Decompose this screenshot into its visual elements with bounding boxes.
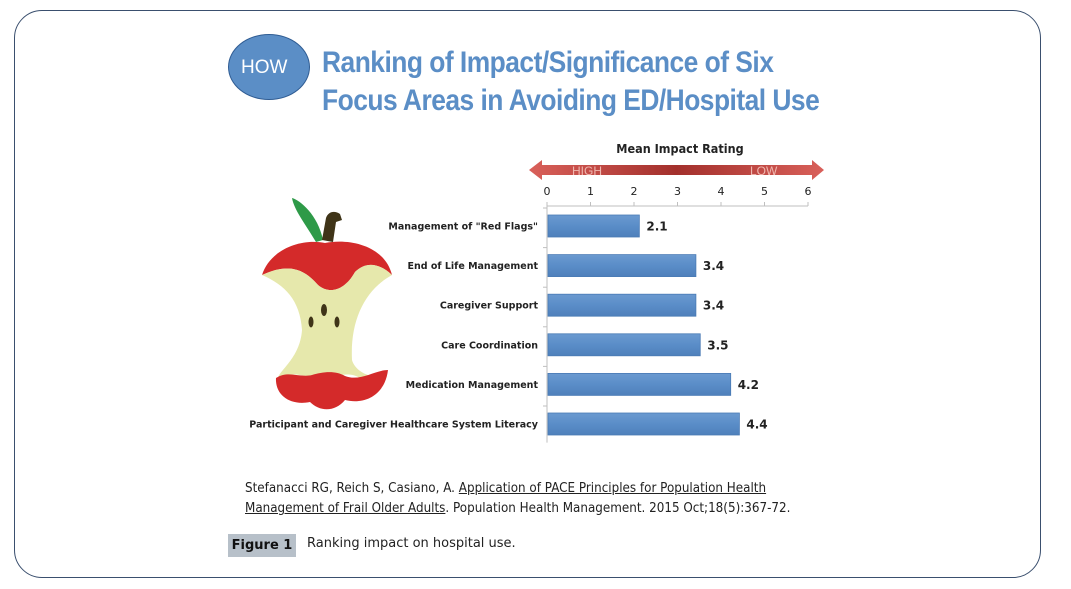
citation-authors: Stefanacci RG, Reich S, Casiano, A. — [245, 481, 459, 496]
figure-caption: Ranking impact on hospital use. — [307, 536, 516, 551]
category-label: Management of "Red Flags" — [388, 222, 538, 233]
bar — [547, 293, 697, 317]
x-tick-label: 3 — [674, 185, 681, 198]
chart-title: Mean Impact Rating — [616, 141, 744, 156]
apple-core-icon — [262, 198, 392, 410]
x-tick-label: 1 — [587, 185, 594, 198]
value-label: 3.4 — [703, 259, 724, 273]
value-label: 3.5 — [707, 338, 728, 352]
title-line-2: Focus Areas in Avoiding ED/Hospital Use — [322, 84, 820, 117]
scale-label-high: HIGH — [572, 164, 602, 178]
citation-link-2[interactable]: Management of Frail Older Adults — [245, 501, 446, 516]
page-title: Ranking of Impact/Significance of Six Fo… — [322, 44, 820, 120]
x-tick-label: 4 — [718, 185, 725, 198]
bar — [547, 333, 701, 357]
citation-journal: . Population Health Management. 2015 Oct… — [445, 501, 791, 516]
title-line-1: Ranking of Impact/Significance of Six — [322, 46, 774, 79]
scale-label-low: LOW — [750, 164, 778, 178]
x-tick-label: 2 — [631, 185, 638, 198]
category-label: Caregiver Support — [440, 301, 539, 312]
x-tick-label: 5 — [761, 185, 768, 198]
x-tick-label: 6 — [805, 185, 812, 198]
category-label: Participant and Caregiver Healthcare Sys… — [249, 420, 539, 431]
how-badge: HOW — [228, 34, 310, 100]
x-tick-label: 0 — [544, 185, 551, 198]
value-label: 4.2 — [738, 378, 759, 392]
bar — [547, 372, 732, 396]
bar — [547, 254, 697, 278]
x-axis: 0 1 2 3 4 5 6 — [543, 185, 812, 443]
high-low-arrow: HIGH LOW — [529, 160, 824, 180]
value-label: 2.1 — [646, 220, 667, 234]
category-label: Medication Management — [406, 380, 539, 391]
how-badge-text: HOW — [241, 57, 288, 78]
value-label: 3.4 — [703, 299, 724, 313]
category-label: End of Life Management — [408, 261, 539, 272]
citation-link-1[interactable]: Application of PACE Principles for Popul… — [458, 481, 767, 496]
citation: Stefanacci RG, Reich S, Casiano, A. Appl… — [245, 479, 790, 519]
bars: Management of "Red Flags" 2.1 End of Life … — [249, 214, 768, 436]
category-label: Care Coordination — [441, 340, 538, 351]
figure-label: Figure 1 — [228, 534, 296, 557]
figure-frame — [14, 10, 1041, 578]
bar — [547, 214, 640, 238]
bar — [547, 412, 740, 436]
value-label: 4.4 — [746, 418, 767, 432]
